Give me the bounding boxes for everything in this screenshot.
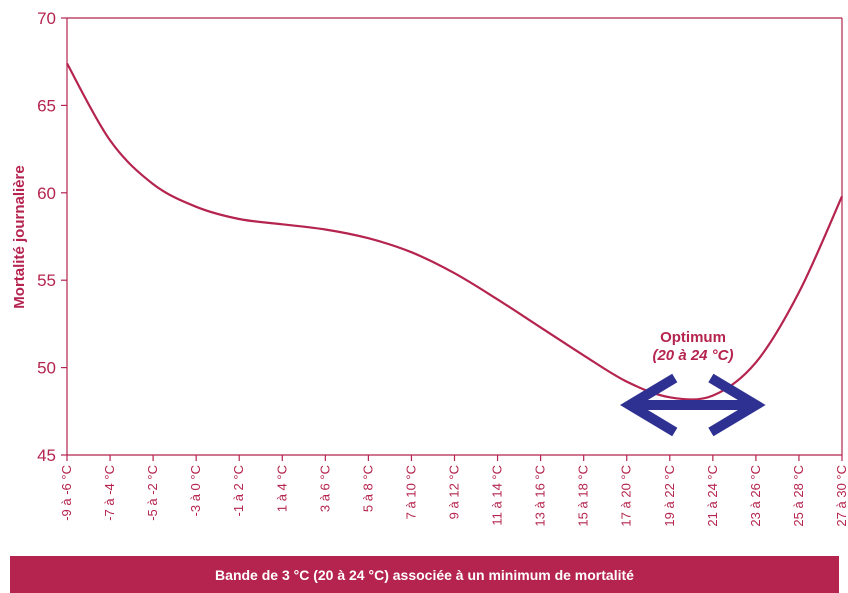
x-tick-label: 7 à 10 °C: [403, 465, 418, 519]
x-tick-label: 11 à 14 °C: [490, 465, 505, 526]
chart: 45 50 55 60 65 70 -9 à -6 °C -7 à -4 °C -5 à -2…: [11, 9, 848, 527]
x-tick-label: 9 à 12 °C: [447, 465, 462, 519]
x-tick-label: -1 à 2 °C: [231, 465, 246, 516]
y-tick-label: 65: [37, 96, 56, 115]
y-tick-label: 45: [37, 446, 56, 465]
x-ticks: -9 à -6 °C -7 à -4 °C -5 à -2 °C -3 à 0 °C -…: [59, 455, 848, 527]
arrow-head-left: [620, 373, 678, 437]
x-tick-label: 13 à 16 °C: [533, 465, 548, 527]
x-tick-label: -3 à 0 °C: [188, 465, 203, 516]
y-ticks: 45 50 55 60 65 70: [37, 9, 67, 465]
y-tick-label: 60: [37, 184, 56, 203]
x-tick-label: -9 à -6 °C: [59, 465, 74, 521]
arrow-head-right: [708, 373, 766, 437]
optimum-arrow: [620, 373, 766, 437]
optimum-title: Optimum: [660, 329, 726, 346]
footer-banner: Bande de 3 °C (20 à 24 °C) associée à un…: [10, 556, 839, 593]
x-tick-label: 5 à 8 °C: [360, 465, 375, 512]
y-tick-label: 55: [37, 271, 56, 290]
optimum-subtitle: (20 à 24 °C): [652, 347, 733, 364]
y-tick-label: 70: [37, 9, 56, 28]
x-tick-label: 25 à 28 °C: [791, 465, 806, 527]
x-tick-label: 3 à 6 °C: [317, 465, 332, 512]
x-tick-label: -7 à -4 °C: [102, 465, 117, 521]
x-tick-label: 27 à 30 °C: [834, 465, 848, 527]
x-tick-label: 19 à 22 °C: [662, 465, 677, 527]
x-tick-label: 1 à 4 °C: [274, 465, 289, 512]
x-tick-label: 23 à 26 °C: [748, 465, 763, 527]
x-tick-label: 17 à 20 °C: [619, 465, 634, 527]
x-tick-label: -5 à -2 °C: [145, 465, 160, 521]
y-axis-label: Mortalité journalière: [11, 165, 28, 308]
chart-svg: 45 50 55 60 65 70 -9 à -6 °C -7 à -4 °C -5 à -2…: [11, 9, 848, 527]
y-tick-label: 50: [37, 359, 56, 378]
x-tick-label: 21 à 24 °C: [705, 465, 720, 527]
x-tick-label: 15 à 18 °C: [576, 465, 591, 527]
